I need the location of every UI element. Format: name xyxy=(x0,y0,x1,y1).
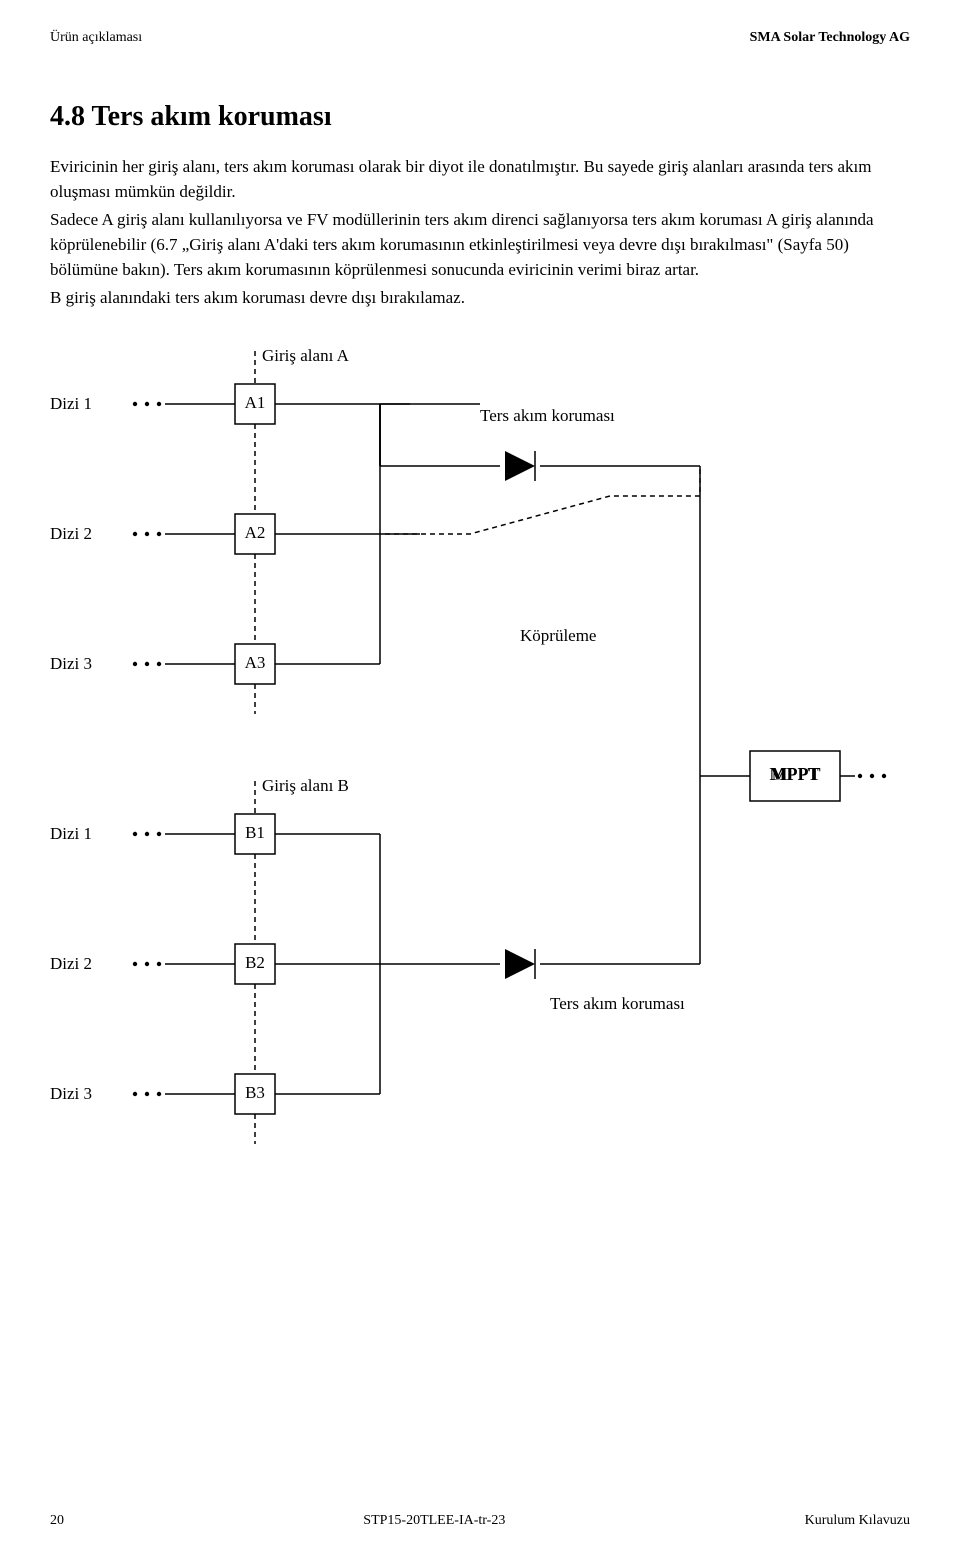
svg-text:B2: B2 xyxy=(245,953,265,972)
diagram: Dizi 1 Dizi 2 Dizi 3 Dizi 1 Dizi 2 Dizi … xyxy=(50,346,910,1166)
paragraph-2: Sadece A giriş alanı kullanılıyorsa ve F… xyxy=(50,208,910,282)
page-header: Ürün açıklaması SMA Solar Technology AG xyxy=(50,30,910,46)
footer-page: 20 xyxy=(50,1513,64,1529)
section-title: 4.8 Ters akım koruması xyxy=(50,101,910,133)
svg-text:MPPT: MPPT xyxy=(770,764,821,784)
paragraph-3: B giriş alanındaki ters akım koruması de… xyxy=(50,286,910,311)
paragraph-1: Eviricinin her giriş alanı, ters akım ko… xyxy=(50,155,910,204)
footer-docid: STP15-20TLEE-IA-tr-23 xyxy=(363,1513,505,1529)
svg-text:B1: B1 xyxy=(245,823,265,842)
svg-text:A1: A1 xyxy=(245,393,266,412)
page-footer: 20 STP15-20TLEE-IA-tr-23 Kurulum Kılavuz… xyxy=(50,1513,910,1529)
diagram-svg: A1A2A3B1B2B3MPPTMPPT xyxy=(50,346,920,1146)
svg-text:A3: A3 xyxy=(245,653,266,672)
svg-text:A2: A2 xyxy=(245,523,266,542)
footer-title: Kurulum Kılavuzu xyxy=(805,1513,910,1529)
header-left: Ürün açıklaması xyxy=(50,30,142,46)
header-right: SMA Solar Technology AG xyxy=(750,30,910,46)
svg-text:B3: B3 xyxy=(245,1083,265,1102)
